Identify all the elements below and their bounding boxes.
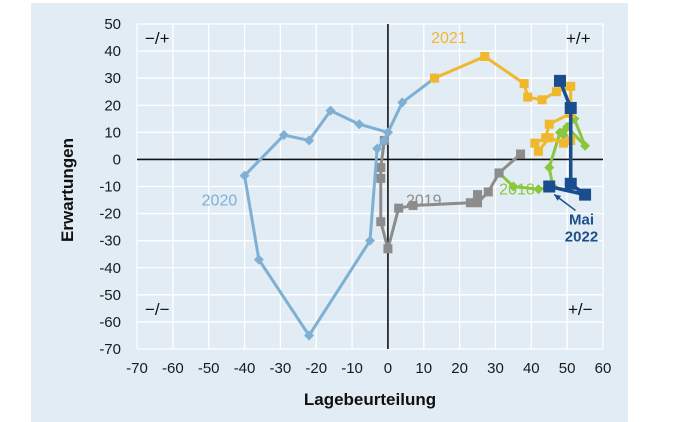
- data-point-diamond: [365, 235, 375, 246]
- data-point-square: [383, 244, 393, 254]
- x-tick-label: -10: [341, 360, 363, 377]
- x-tick-label: 40: [523, 360, 540, 377]
- data-point-diamond: [554, 127, 565, 138]
- y-tick-label: -60: [99, 314, 121, 331]
- data-point-diamond: [544, 162, 555, 173]
- data-point-square: [579, 188, 592, 201]
- series-2021: [430, 52, 576, 156]
- x-axis-ticks: -70 -60 -50 -40 -30 -20 -10 0 10 20 30 40 50 60: [126, 360, 611, 377]
- arrow-head-icon: [554, 194, 562, 201]
- x-tick-label: 20: [451, 360, 468, 377]
- data-point-square: [537, 95, 547, 105]
- data-point-square: [551, 87, 561, 97]
- quadrant-label-top-left: −/+: [145, 29, 170, 48]
- data-point-square: [564, 101, 577, 114]
- y-tick-label: -70: [99, 341, 121, 358]
- data-point-diamond: [325, 105, 336, 116]
- data-point-diamond: [239, 170, 250, 181]
- data-point-diamond: [397, 97, 408, 108]
- y-tick-label: 40: [104, 43, 121, 60]
- quadrant-label-bottom-right: +/−: [568, 300, 593, 319]
- x-tick-label: -20: [305, 360, 327, 377]
- y-axis-ticks: 50 40 30 20 10 0 -10 -20 -30 -40 -50 -60 -70: [99, 16, 121, 358]
- y-tick-label: -50: [99, 287, 121, 304]
- data-point-diamond: [372, 143, 383, 154]
- x-tick-label: 30: [487, 360, 504, 377]
- series-label-2020: 2020: [202, 192, 238, 209]
- data-point-square: [408, 200, 418, 210]
- annotation-mai-2022: Mai: [569, 211, 594, 228]
- annotation-mai-2022-year: 2022: [565, 228, 598, 245]
- y-axis-title: Erwartungen: [58, 138, 77, 242]
- data-point-square: [519, 79, 529, 89]
- quadrant-label-top-right: +/+: [566, 29, 591, 48]
- data-point-square: [376, 163, 386, 173]
- y-tick-label: 20: [104, 97, 121, 114]
- data-point-square: [553, 74, 566, 87]
- data-point-diamond: [278, 130, 289, 141]
- data-point-diamond: [382, 127, 393, 138]
- data-point-diamond: [508, 181, 519, 192]
- data-point-square: [530, 138, 540, 148]
- data-point-diamond: [253, 254, 264, 265]
- data-point-square: [473, 198, 483, 208]
- data-point-square: [566, 81, 576, 91]
- x-tick-label: 60: [595, 360, 612, 377]
- y-tick-label: 50: [104, 16, 121, 33]
- data-point-square: [480, 52, 490, 61]
- data-point-square: [559, 138, 569, 148]
- y-tick-label: 0: [113, 151, 121, 168]
- data-point-square: [483, 187, 493, 197]
- data-point-square: [544, 119, 554, 129]
- series-label-2021: 2021: [431, 30, 467, 47]
- x-axis-title: Lagebeurteilung: [304, 390, 436, 409]
- data-point-square: [465, 198, 475, 208]
- x-tick-label: 0: [384, 360, 392, 377]
- data-point-square: [516, 149, 526, 159]
- data-point-diamond: [354, 119, 365, 130]
- data-point-square: [473, 190, 483, 200]
- data-series: [239, 52, 592, 341]
- y-tick-label: -20: [99, 206, 121, 223]
- x-tick-label: -60: [162, 360, 184, 377]
- y-tick-label: -40: [99, 260, 121, 277]
- x-tick-label: -40: [234, 360, 256, 377]
- data-point-square: [494, 168, 504, 178]
- x-tick-label: 50: [559, 360, 576, 377]
- x-tick-label: -30: [270, 360, 292, 377]
- data-point-square: [523, 92, 533, 102]
- data-point-diamond: [379, 135, 390, 146]
- data-point-square: [394, 203, 404, 213]
- y-tick-label: 30: [104, 70, 121, 87]
- data-point-diamond: [304, 330, 315, 341]
- series-label-2018: 2018: [499, 182, 535, 199]
- data-point-square: [533, 146, 543, 156]
- data-point-square: [564, 177, 577, 190]
- data-point-diamond: [304, 135, 315, 146]
- data-point-diamond: [580, 140, 591, 151]
- zero-axes: [137, 24, 603, 349]
- y-tick-label: -10: [99, 179, 121, 196]
- x-tick-label: -70: [126, 360, 148, 377]
- data-point-square: [376, 173, 386, 183]
- quadrant-label-bottom-left: −/−: [145, 300, 170, 319]
- chart-background-panel: [31, 3, 628, 422]
- series-2022: [543, 74, 592, 201]
- series-label-2019: 2019: [406, 192, 442, 209]
- data-point-square: [430, 73, 440, 83]
- y-tick-label: -30: [99, 233, 121, 250]
- data-point-square: [543, 180, 556, 193]
- data-point-square: [376, 217, 386, 227]
- data-point-square: [544, 133, 554, 143]
- data-point-diamond: [533, 184, 544, 195]
- x-tick-label: -50: [198, 360, 220, 377]
- y-tick-label: 10: [104, 124, 121, 141]
- x-tick-label: 10: [415, 360, 432, 377]
